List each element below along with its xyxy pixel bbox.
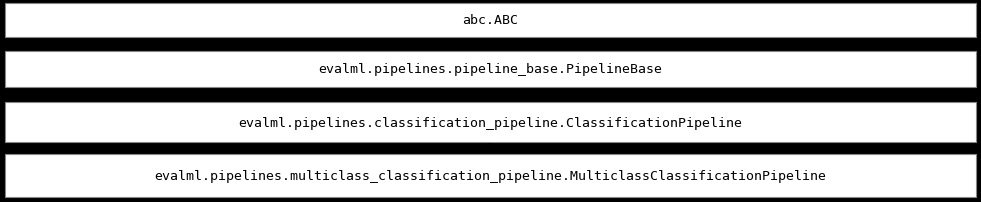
Text: evalml.pipelines.multiclass_classification_pipeline.MulticlassClassificationPipe: evalml.pipelines.multiclass_classificati… (154, 169, 827, 182)
Bar (5, 102, 976, 142)
Bar (5, 52, 976, 87)
Text: evalml.pipelines.pipeline_base.PipelineBase: evalml.pipelines.pipeline_base.PipelineB… (319, 63, 662, 76)
Bar (5, 154, 976, 197)
Text: evalml.pipelines.classification_pipeline.ClassificationPipeline: evalml.pipelines.classification_pipeline… (238, 116, 743, 129)
Bar (5, 4, 976, 38)
Text: abc.ABC: abc.ABC (462, 14, 519, 27)
